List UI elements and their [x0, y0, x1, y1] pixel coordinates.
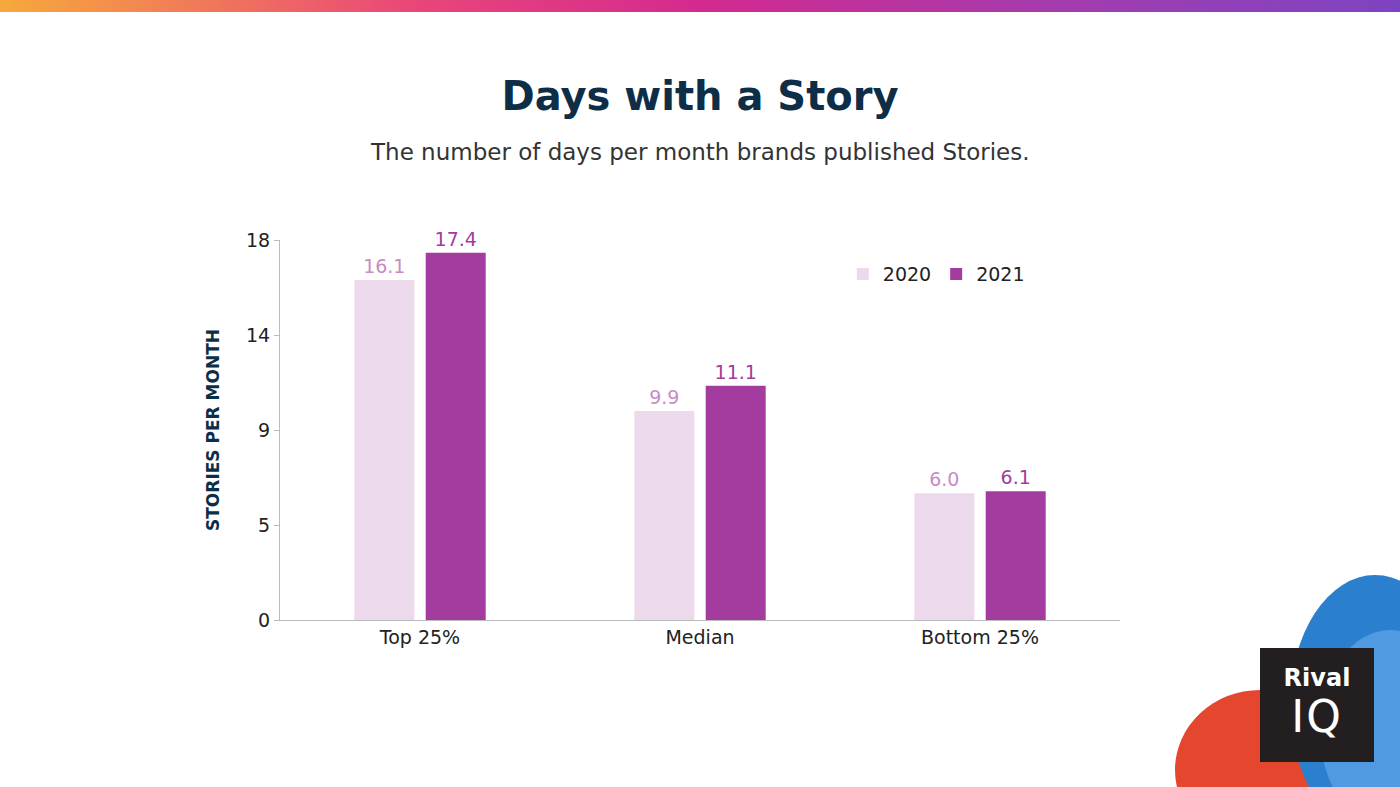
svg-text:STORIES PER MONTH: STORIES PER MONTH	[203, 329, 223, 531]
svg-text:Bottom 25%: Bottom 25%	[921, 626, 1039, 648]
svg-text:6.1: 6.1	[1001, 466, 1031, 488]
svg-text:16.1: 16.1	[363, 255, 405, 277]
html-text:Rival: Rival	[1283, 664, 1351, 692]
svg-text:0: 0	[258, 609, 270, 631]
svg-text:2020: 2020	[883, 263, 931, 285]
svg-text:14: 14	[246, 324, 270, 346]
svg-text:Median: Median	[665, 626, 734, 648]
svg-text:Top 25%: Top 25%	[379, 626, 460, 648]
svg-text:11.1: 11.1	[715, 361, 757, 383]
html-text:IQ: IQ	[1291, 691, 1343, 742]
svg-text:Days with a Story: Days with a Story	[501, 73, 898, 119]
svg-text:18: 18	[246, 229, 270, 251]
svg-text:2021: 2021	[976, 263, 1024, 285]
svg-text:5: 5	[258, 514, 270, 536]
svg-text:9: 9	[258, 419, 270, 441]
svg-text:6.0: 6.0	[929, 468, 959, 490]
svg-text:17.4: 17.4	[435, 228, 477, 250]
svg-text:The number of days per month b: The number of days per month brands publ…	[370, 139, 1030, 165]
svg-text:9.9: 9.9	[649, 386, 679, 408]
